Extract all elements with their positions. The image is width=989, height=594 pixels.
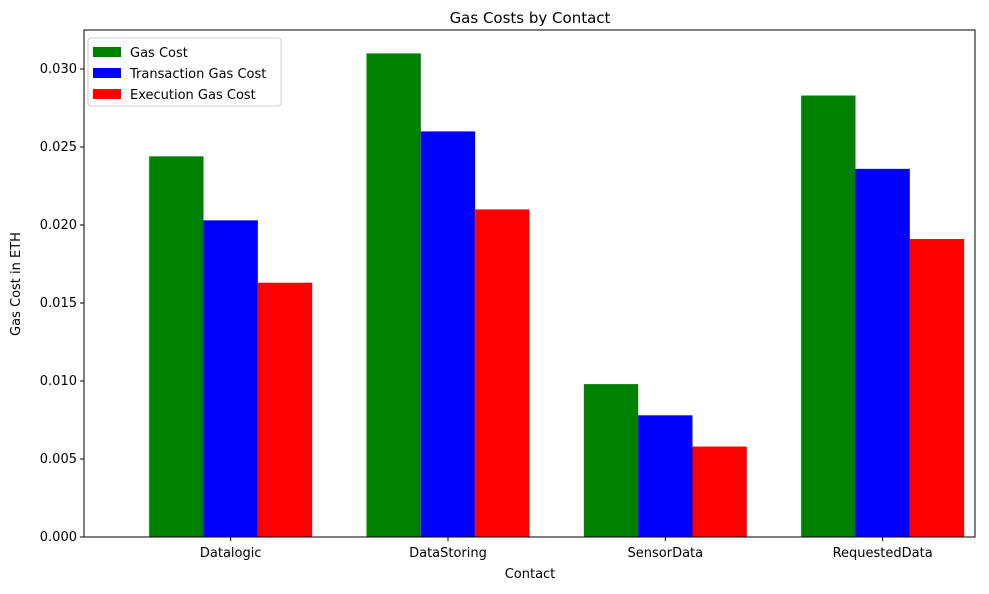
legend: Gas Cost Transaction Gas Cost Execution Ga… [87, 37, 282, 107]
x-tick-label: RequestedData [833, 546, 933, 561]
bar-sensordata-series-3 [692, 446, 747, 537]
y-tick-label: 0.025 [40, 140, 77, 155]
legend-label: Transaction Gas Cost [129, 67, 266, 82]
legend-swatch [93, 89, 121, 99]
plot-frame [83, 29, 976, 538]
bar-sensordata-series-2 [638, 415, 693, 537]
bar-requesteddata-series-2 [855, 168, 910, 537]
legend-label: Gas Cost [130, 46, 188, 61]
x-tick-label: Datalogic [200, 546, 262, 561]
bar-datalogic-series-1 [149, 156, 204, 538]
y-tick-label: 0.005 [40, 452, 77, 467]
y-tick-label: 0.010 [40, 374, 77, 389]
x-axis-label: Contact [505, 567, 556, 582]
legend-label: Execution Gas Cost [130, 88, 256, 103]
x-tick-label: SensorData [628, 546, 704, 561]
bar-requesteddata-series-1 [801, 95, 856, 538]
y-tick-label: 0.020 [40, 218, 77, 233]
legend-swatch [93, 47, 121, 57]
y-axis-label: Gas Cost in ETH [9, 232, 24, 336]
legend-swatch [93, 68, 121, 78]
x-tick-label: DataStoring [409, 546, 487, 561]
bar-sensordata-series-1 [583, 384, 639, 537]
bar-datalogic-series-3 [257, 282, 313, 537]
y-tick-label: 0.000 [40, 530, 77, 545]
y-tick-label: 0.030 [40, 62, 77, 77]
bar-datalogic-series-2 [203, 220, 258, 537]
y-tick-label: 0.015 [40, 296, 77, 311]
x-axis: Datalogic DataStoring SensorData RequestedD… [200, 537, 933, 561]
bar-datastoring-series-1 [366, 53, 421, 538]
y-axis: 0.000 0.005 0.010 0.015 0.020 0.025 0.030 [40, 62, 84, 545]
bar-datastoring-series-2 [420, 131, 476, 537]
chart-title: Gas Costs by Contact [450, 9, 611, 27]
legend-box [87, 37, 282, 107]
bar-datastoring-series-3 [475, 209, 530, 537]
bars-layer [149, 53, 965, 538]
bar-requesteddata-series-3 [909, 239, 965, 538]
